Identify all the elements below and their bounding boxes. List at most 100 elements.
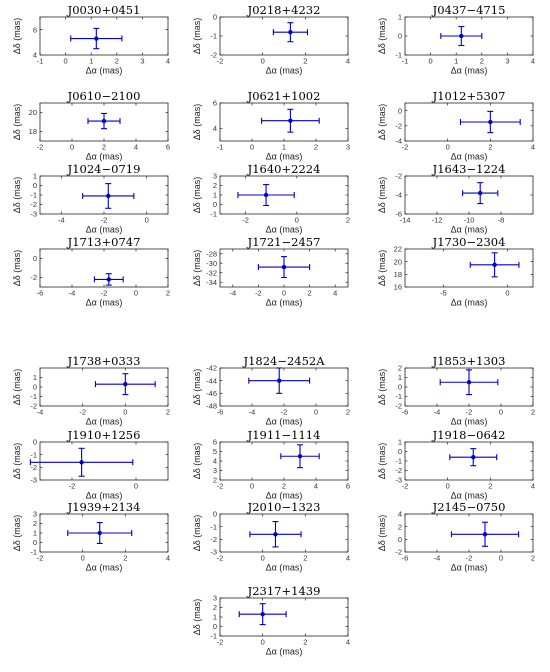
x-tick-label: 4 xyxy=(531,143,535,152)
y-tick-label: 0 xyxy=(33,538,37,547)
y-tick-label: 3 xyxy=(213,172,217,181)
x-tick-label: -5 xyxy=(440,289,447,298)
x-tick-label: 3 xyxy=(505,57,509,66)
y-axis-label: Δδ (mas) xyxy=(192,515,202,552)
y-axis-label: Δδ (mas) xyxy=(377,177,387,214)
x-tick-label: 0 xyxy=(314,408,318,417)
y-tick-label: 1 xyxy=(398,373,402,382)
y-axis-label: Δδ (mas) xyxy=(12,177,22,214)
y-tick-label: 0 xyxy=(213,200,217,209)
panel-title: J1939+2134 xyxy=(67,500,141,514)
panel-J1910+1256: J1910+1256 -2 0 -3 -2 -1 0 Δα (mas) Δδ (mas) xyxy=(12,428,169,501)
y-axis-label: Δδ (mas) xyxy=(192,369,202,406)
x-tick-label: 4 xyxy=(346,638,350,647)
y-tick-label: -6 xyxy=(395,210,402,219)
x-tick-label: 0 xyxy=(261,57,265,66)
x-tick-label: 0 xyxy=(429,57,433,66)
y-tick-label: 0 xyxy=(213,13,217,22)
x-tick-label: 0 xyxy=(81,554,85,563)
y-axis-label: Δδ (mas) xyxy=(192,599,202,636)
x-axis-label: Δα (mas) xyxy=(451,563,488,573)
y-tick-label: -1 xyxy=(30,548,37,557)
y-tick-label: -2 xyxy=(30,273,37,282)
x-tick-label: 6 xyxy=(346,482,350,491)
x-axis-label: Δα (mas) xyxy=(86,152,123,162)
panel-title: J1730−2304 xyxy=(432,235,506,249)
panel-title: J0610−2100 xyxy=(67,89,141,103)
data-point xyxy=(260,611,265,617)
panel-title: J0030+0451 xyxy=(67,3,141,17)
panel-title: J1918−0642 xyxy=(432,428,506,442)
data-point xyxy=(288,30,293,35)
y-tick-label: 2 xyxy=(398,522,402,531)
y-tick-label: -30 xyxy=(206,259,217,268)
x-tick-label: -2 xyxy=(101,216,108,225)
y-tick-label: -2 xyxy=(210,51,217,60)
y-tick-label: 6 xyxy=(33,25,37,34)
x-tick-label: 0 xyxy=(134,482,138,491)
x-tick-label: 4 xyxy=(333,289,337,298)
y-tick-label: 1 xyxy=(213,613,217,622)
y-tick-label: -3 xyxy=(30,210,37,219)
panel-title: J1824−2452A xyxy=(242,354,325,368)
x-tick-label: 2 xyxy=(282,482,286,491)
x-tick-label: 2 xyxy=(303,554,307,563)
x-tick-label: 0 xyxy=(70,143,74,152)
x-tick-label: -2 xyxy=(466,554,473,563)
panel-title: J1024−0719 xyxy=(67,162,141,176)
y-axis-label: Δδ (mas) xyxy=(377,104,387,141)
y-tick-label: 0 xyxy=(33,438,37,447)
data-point xyxy=(466,380,472,385)
y-tick-label: 20 xyxy=(29,108,37,117)
panel-title: J1910+1256 xyxy=(67,428,141,442)
x-tick-label: 2 xyxy=(115,57,119,66)
x-tick-label: 0 xyxy=(123,408,127,417)
x-tick-label: -2 xyxy=(37,143,44,152)
y-axis-label: Δδ (mas) xyxy=(192,177,202,214)
y-tick-label: 4 xyxy=(33,51,37,60)
x-axis-label: Δα (mas) xyxy=(266,66,303,76)
x-tick-label: 2 xyxy=(303,638,307,647)
x-tick-label: -2 xyxy=(69,482,76,491)
panel-title: J1721−2457 xyxy=(247,235,321,249)
y-tick-label: -1 xyxy=(30,392,37,401)
x-axis-label: Δα (mas) xyxy=(266,491,303,501)
y-tick-label: -3 xyxy=(210,548,217,557)
y-tick-label: -1 xyxy=(210,32,217,41)
x-axis-label: Δα (mas) xyxy=(86,298,123,308)
y-tick-label: 1 xyxy=(33,373,37,382)
y-tick-label: 5 xyxy=(213,447,217,456)
x-tick-label: 0 xyxy=(261,638,265,647)
y-axis-label: Δδ (mas) xyxy=(377,443,387,480)
x-tick-label: -1 xyxy=(37,57,44,66)
y-tick-label: 3 xyxy=(213,594,217,603)
x-tick-label: -2 xyxy=(242,216,249,225)
x-axis-label: Δα (mas) xyxy=(266,417,303,427)
panel-title: J2317+1439 xyxy=(247,584,321,598)
y-tick-label: 0 xyxy=(398,32,402,41)
panel-J1721−2457: J1721−2457 -4 -2 0 2 4 -34-32-30-28 Δα (mas) Δδ … xyxy=(192,235,349,308)
x-tick-label: -10 xyxy=(464,216,475,225)
y-tick-label: 16 xyxy=(394,283,402,292)
x-tick-label: -4 xyxy=(249,408,256,417)
panel-title: J0621+1002 xyxy=(247,89,321,103)
x-tick-label: -4 xyxy=(69,289,76,298)
y-tick-label: -2 xyxy=(30,463,37,472)
y-tick-label: -48 xyxy=(206,402,217,411)
y-tick-label: 0 xyxy=(398,535,402,544)
y-axis-label: Δδ (mas) xyxy=(192,104,202,141)
data-point xyxy=(97,530,102,536)
x-tick-label: 2 xyxy=(488,143,492,152)
x-axis-label: Δα (mas) xyxy=(451,152,488,162)
y-tick-label: -1 xyxy=(395,51,402,60)
x-tick-label: -2 xyxy=(37,554,44,563)
x-tick-label: -2 xyxy=(217,554,224,563)
y-tick-label: 1 xyxy=(398,13,402,22)
